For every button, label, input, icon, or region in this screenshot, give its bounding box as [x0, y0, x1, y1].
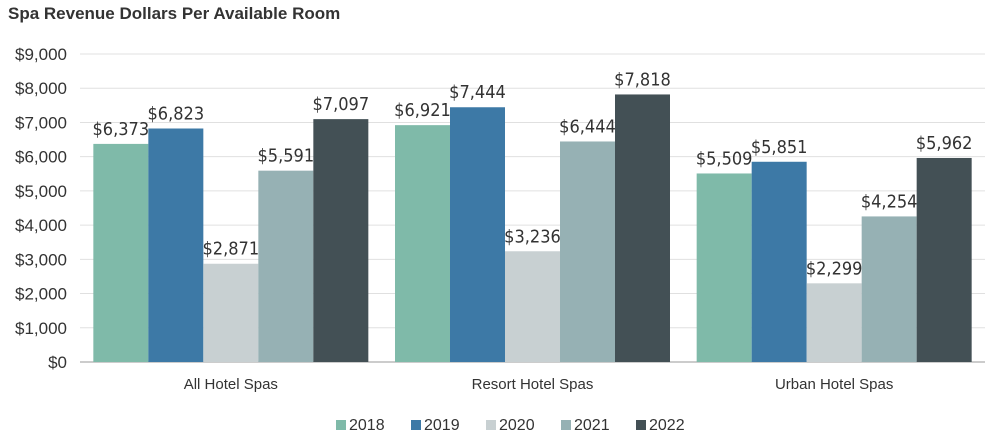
data-label: $6,921: [394, 100, 451, 121]
legend-label: 2022: [649, 417, 685, 434]
bar-2018-2: [696, 173, 752, 362]
bar-2022-1: [615, 94, 670, 362]
x-category-label: Resort Hotel Spas: [472, 376, 594, 393]
x-category-label: Urban Hotel Spas: [775, 376, 893, 393]
bar-2022-2: [916, 157, 972, 362]
chart-title: Spa Revenue Dollars Per Available Room: [8, 4, 341, 23]
data-label: $6,823: [148, 104, 205, 125]
data-label: $6,444: [559, 116, 616, 137]
legend-swatch-2022: [636, 420, 646, 430]
data-label: $6,373: [93, 119, 150, 140]
bar-2019-1: [450, 107, 505, 362]
y-tick-label: $2,000: [15, 285, 67, 304]
bar-2021-0: [258, 170, 314, 362]
data-label: $7,444: [449, 82, 506, 103]
legend-swatch-2021: [561, 420, 571, 430]
y-tick-label: $7,000: [15, 113, 67, 132]
y-tick-label: $8,000: [15, 79, 67, 98]
bar-2021-2: [861, 216, 917, 362]
legend-label: 2019: [424, 417, 460, 434]
y-tick-label: $9,000: [15, 45, 67, 64]
legend-label: 2018: [349, 417, 385, 434]
data-label: $5,962: [916, 133, 973, 154]
y-tick-label: $0: [48, 353, 67, 372]
y-tick-label: $6,000: [15, 148, 67, 167]
data-label: $5,851: [751, 137, 808, 158]
data-label: $5,591: [258, 146, 315, 167]
legend-swatch-2020: [486, 420, 496, 430]
bar-2022-0: [313, 119, 369, 363]
bar-2019-2: [751, 161, 807, 362]
data-label: $2,299: [806, 258, 863, 279]
y-tick-label: $5,000: [15, 182, 67, 201]
bar-2020-0: [203, 263, 259, 362]
data-label: $7,097: [313, 94, 370, 115]
data-label: $4,254: [861, 191, 918, 212]
data-label: $2,871: [203, 239, 260, 260]
x-category-label: All Hotel Spas: [184, 376, 278, 393]
legend-swatch-2018: [336, 420, 346, 430]
bar-2020-1: [505, 251, 560, 362]
bar-2020-2: [806, 283, 862, 362]
y-tick-label: $3,000: [15, 250, 67, 269]
y-tick-label: $1,000: [15, 319, 67, 338]
bar-2018-0: [93, 143, 149, 362]
data-label: $5,509: [696, 148, 753, 169]
data-label: $7,818: [614, 69, 671, 90]
legend-label: 2021: [574, 417, 610, 434]
y-tick-label: $4,000: [15, 216, 67, 235]
legend-swatch-2019: [411, 420, 421, 430]
data-label: $3,236: [504, 226, 561, 247]
bar-2021-1: [560, 141, 615, 362]
legend-label: 2020: [499, 417, 535, 434]
bar-2019-0: [148, 128, 204, 362]
bar-2018-1: [395, 125, 450, 362]
